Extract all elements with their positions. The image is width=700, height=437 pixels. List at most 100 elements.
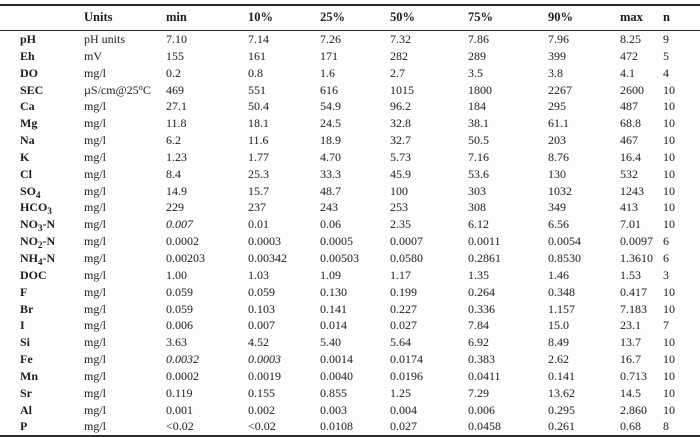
table-row: DOC mg/l 1.00 1.03 1.09 1.17 1.35 1.46 1.53 3 <box>0 267 700 284</box>
table-row: Br mg/l 0.059 0.103 0.141 0.227 0.336 1.157 7.18… <box>0 301 700 318</box>
parameter-label: Cl <box>20 166 32 181</box>
value-cell: 13.7 <box>620 335 641 350</box>
value-cell: 0.261 <box>548 419 575 434</box>
unit-cell: mg/l <box>84 217 107 232</box>
unit-cell: mg/l <box>84 318 107 333</box>
value-cell: 18.1 <box>248 116 269 131</box>
value-cell: 399 <box>548 48 566 63</box>
value-cell: 11.8 <box>166 116 187 131</box>
unit-cell: mg/l <box>84 99 107 114</box>
value-cell: 551 <box>248 82 266 97</box>
value-cell: 0.0005 <box>320 234 353 249</box>
table-row: HCO3 mg/l 229 237 243 253 308 349 413 10 <box>0 199 700 216</box>
table-row: Sr mg/l 0.119 0.155 0.855 1.25 7.29 13.62 14.5 10 <box>0 385 700 402</box>
value-cell: 0.00342 <box>248 250 287 265</box>
value-cell: 1.157 <box>548 301 575 316</box>
value-cell: 0.2 <box>166 65 181 80</box>
value-cell: 14.5 <box>620 385 641 400</box>
value-cell: 1032 <box>548 183 572 198</box>
value-cell: 0.0196 <box>390 368 423 383</box>
header-row: Units min 10% 25% 50% 75% 90% max n <box>0 5 700 31</box>
sample-count-cell: 10 <box>663 368 675 383</box>
sample-count-cell: 3 <box>663 267 669 282</box>
value-cell: 171 <box>320 48 338 63</box>
value-cell: 0.006 <box>468 402 495 417</box>
value-cell: 2.35 <box>390 217 411 232</box>
value-cell: 1.3610 <box>620 250 653 265</box>
sample-count-cell: 10 <box>663 284 675 299</box>
table-row: Ca mg/l 27.1 50.4 54.9 96.2 184 295 487 10 <box>0 98 700 115</box>
value-cell: 16.4 <box>620 149 641 164</box>
parameter-label: I <box>20 318 25 333</box>
value-cell: 0.002 <box>248 402 275 417</box>
value-cell: 0.0019 <box>248 368 281 383</box>
parameter-label: pH <box>20 32 37 46</box>
value-cell: 243 <box>320 200 338 215</box>
value-cell: 61.1 <box>548 116 569 131</box>
value-cell: 7.96 <box>548 32 569 46</box>
value-cell: 54.9 <box>320 99 341 114</box>
value-cell: 1.6 <box>320 65 335 80</box>
unit-cell: mg/l <box>84 250 107 265</box>
value-cell: 229 <box>166 200 184 215</box>
table-row: NH4-N mg/l 0.00203 0.00342 0.00503 0.0580 0.28… <box>0 250 700 267</box>
unit-cell: pH units <box>84 32 126 46</box>
value-cell: 0.0174 <box>390 352 423 367</box>
value-cell: 0.006 <box>166 318 193 333</box>
value-cell: 16.7 <box>620 352 641 367</box>
sample-count-cell: 5 <box>663 48 669 63</box>
value-cell: 2.62 <box>548 352 569 367</box>
value-cell: 7.86 <box>468 32 489 46</box>
value-cell: 0.0411 <box>468 368 501 383</box>
value-cell: 0.0097 <box>620 234 653 249</box>
value-cell: 1.35 <box>468 267 489 282</box>
parameter-label: HCO3 <box>20 200 52 217</box>
value-cell: 6.2 <box>166 133 181 148</box>
column-header-min: min <box>166 5 248 31</box>
value-cell: 0.00203 <box>166 250 205 265</box>
value-cell: 0.027 <box>390 318 417 333</box>
value-cell: 1800 <box>468 82 492 97</box>
value-cell: 1.23 <box>166 149 187 164</box>
value-cell: 130 <box>548 166 566 181</box>
value-cell: 3.63 <box>166 335 187 350</box>
value-cell: 53.6 <box>468 166 489 181</box>
parameter-label: NO2-N <box>20 234 56 250</box>
value-cell: 8.25 <box>620 32 641 46</box>
value-cell: 1.00 <box>166 267 187 282</box>
value-cell: 0.014 <box>320 318 347 333</box>
sample-count-cell: 8 <box>663 419 669 434</box>
column-header-units: Units <box>84 5 166 31</box>
value-cell: 18.9 <box>320 133 341 148</box>
unit-cell: mg/l <box>84 166 107 181</box>
value-cell: 0.295 <box>548 402 575 417</box>
value-cell: 13.62 <box>548 385 575 400</box>
value-cell: 8.49 <box>548 335 569 350</box>
value-cell: 8.4 <box>166 166 181 181</box>
value-cell: 487 <box>620 99 638 114</box>
value-cell: 100 <box>390 183 408 198</box>
unit-cell: mg/l <box>84 335 107 350</box>
value-cell: 32.7 <box>390 133 411 148</box>
value-cell: 5.64 <box>390 335 411 350</box>
value-cell: 33.3 <box>320 166 341 181</box>
sample-count-cell: 10 <box>663 352 675 367</box>
table-row: Na mg/l 6.2 11.6 18.9 32.7 50.5 203 467 10 <box>0 132 700 149</box>
unit-cell: mV <box>84 48 102 63</box>
value-cell: <0.02 <box>166 419 194 434</box>
value-cell: 0.004 <box>390 402 417 417</box>
value-cell: 6.12 <box>468 217 489 232</box>
column-header-10pct: 10% <box>248 5 320 31</box>
parameter-label: NO3-N <box>20 217 56 234</box>
column-header-75pct: 75% <box>468 5 548 31</box>
table-row: SEC µS/cm@25oC 469 551 616 1015 1800 2267 2600 10 <box>0 82 700 99</box>
sample-count-cell: 4 <box>663 65 669 80</box>
parameter-label: F <box>20 284 28 299</box>
table-row: Eh mV 155 161 171 282 289 399 472 5 <box>0 48 700 65</box>
value-cell: 1243 <box>620 183 644 198</box>
value-cell: 203 <box>548 133 566 148</box>
value-cell: 3.8 <box>548 65 563 80</box>
column-header-parameter <box>0 5 84 31</box>
